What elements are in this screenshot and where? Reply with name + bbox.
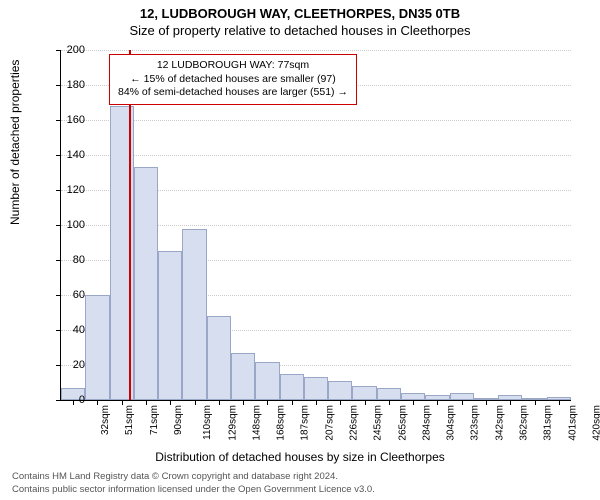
ytick-label: 40: [55, 324, 85, 336]
ytick-label: 140: [55, 149, 85, 161]
ytick-label: 60: [55, 289, 85, 301]
gridline: [61, 50, 571, 51]
xtick-mark: [292, 400, 293, 405]
xtick-label: 265sqm: [397, 405, 408, 441]
xtick-label: 420sqm: [591, 405, 600, 441]
xtick-label: 381sqm: [543, 405, 554, 441]
xtick-label: 304sqm: [446, 405, 457, 441]
histogram-bar: [401, 393, 425, 400]
ytick-label: 80: [55, 254, 85, 266]
address-title: 12, LUDBOROUGH WAY, CLEETHORPES, DN35 0T…: [0, 0, 600, 21]
annotation-box: 12 LUDBOROUGH WAY: 77sqm← 15% of detache…: [109, 54, 357, 105]
x-axis-label: Distribution of detached houses by size …: [0, 450, 600, 464]
xtick-label: 226sqm: [349, 405, 360, 441]
xtick-mark: [486, 400, 487, 405]
subtitle: Size of property relative to detached ho…: [0, 21, 600, 38]
xtick-mark: [97, 400, 98, 405]
ytick-label: 180: [55, 79, 85, 91]
xtick-label: 32sqm: [100, 405, 111, 435]
xtick-mark: [146, 400, 147, 405]
xtick-mark: [462, 400, 463, 405]
ytick-label: 100: [55, 219, 85, 231]
xtick-label: 207sqm: [324, 405, 335, 441]
histogram-bar: [231, 353, 255, 400]
histogram-bar: [134, 167, 158, 400]
histogram-bar: [304, 377, 328, 400]
xtick-label: 401sqm: [567, 405, 578, 441]
histogram-bar: [352, 386, 376, 400]
histogram-bar: [158, 251, 182, 400]
xtick-mark: [365, 400, 366, 405]
xtick-label: 284sqm: [421, 405, 432, 441]
xtick-label: 90sqm: [173, 405, 184, 435]
histogram-bar: [450, 393, 474, 400]
xtick-label: 129sqm: [227, 405, 238, 441]
ytick-label: 0: [55, 394, 85, 406]
xtick-label: 168sqm: [276, 405, 287, 441]
xtick-mark: [413, 400, 414, 405]
footer-attribution: Contains HM Land Registry data © Crown c…: [12, 471, 375, 496]
xtick-label: 148sqm: [251, 405, 262, 441]
footer-line2: Contains public sector information licen…: [12, 484, 375, 496]
annotation-line2: ← 15% of detached houses are smaller (97…: [118, 73, 348, 87]
xtick-mark: [316, 400, 317, 405]
xtick-mark: [340, 400, 341, 405]
ytick-label: 200: [55, 44, 85, 56]
chart-plot-area: 32sqm51sqm71sqm90sqm110sqm129sqm148sqm16…: [60, 50, 571, 401]
gridline: [61, 120, 571, 121]
histogram-bar: [85, 295, 109, 400]
histogram-bar: [255, 362, 279, 401]
xtick-label: 323sqm: [470, 405, 481, 441]
xtick-mark: [389, 400, 390, 405]
xtick-mark: [122, 400, 123, 405]
ytick-label: 160: [55, 114, 85, 126]
footer-line1: Contains HM Land Registry data © Crown c…: [12, 471, 375, 483]
xtick-mark: [243, 400, 244, 405]
y-axis-label: Number of detached properties: [8, 60, 22, 225]
xtick-mark: [195, 400, 196, 405]
xtick-mark: [510, 400, 511, 405]
xtick-label: 342sqm: [494, 405, 505, 441]
ytick-label: 20: [55, 359, 85, 371]
xtick-mark: [559, 400, 560, 405]
annotation-line3: 84% of semi-detached houses are larger (…: [118, 86, 348, 100]
xtick-label: 51sqm: [124, 405, 135, 435]
xtick-label: 187sqm: [300, 405, 311, 441]
xtick-mark: [535, 400, 536, 405]
gridline: [61, 155, 571, 156]
histogram-bar: [280, 374, 304, 400]
xtick-mark: [170, 400, 171, 405]
histogram-bar: [328, 381, 352, 400]
xtick-mark: [219, 400, 220, 405]
ytick-label: 120: [55, 184, 85, 196]
histogram-bar: [182, 229, 206, 401]
xtick-label: 245sqm: [373, 405, 384, 441]
xtick-label: 110sqm: [202, 405, 213, 440]
xtick-mark: [437, 400, 438, 405]
histogram-bar: [377, 388, 401, 400]
xtick-mark: [267, 400, 268, 405]
xtick-label: 362sqm: [519, 405, 530, 441]
xtick-label: 71sqm: [149, 405, 160, 435]
histogram-bar: [207, 316, 231, 400]
annotation-line1: 12 LUDBOROUGH WAY: 77sqm: [118, 59, 348, 73]
